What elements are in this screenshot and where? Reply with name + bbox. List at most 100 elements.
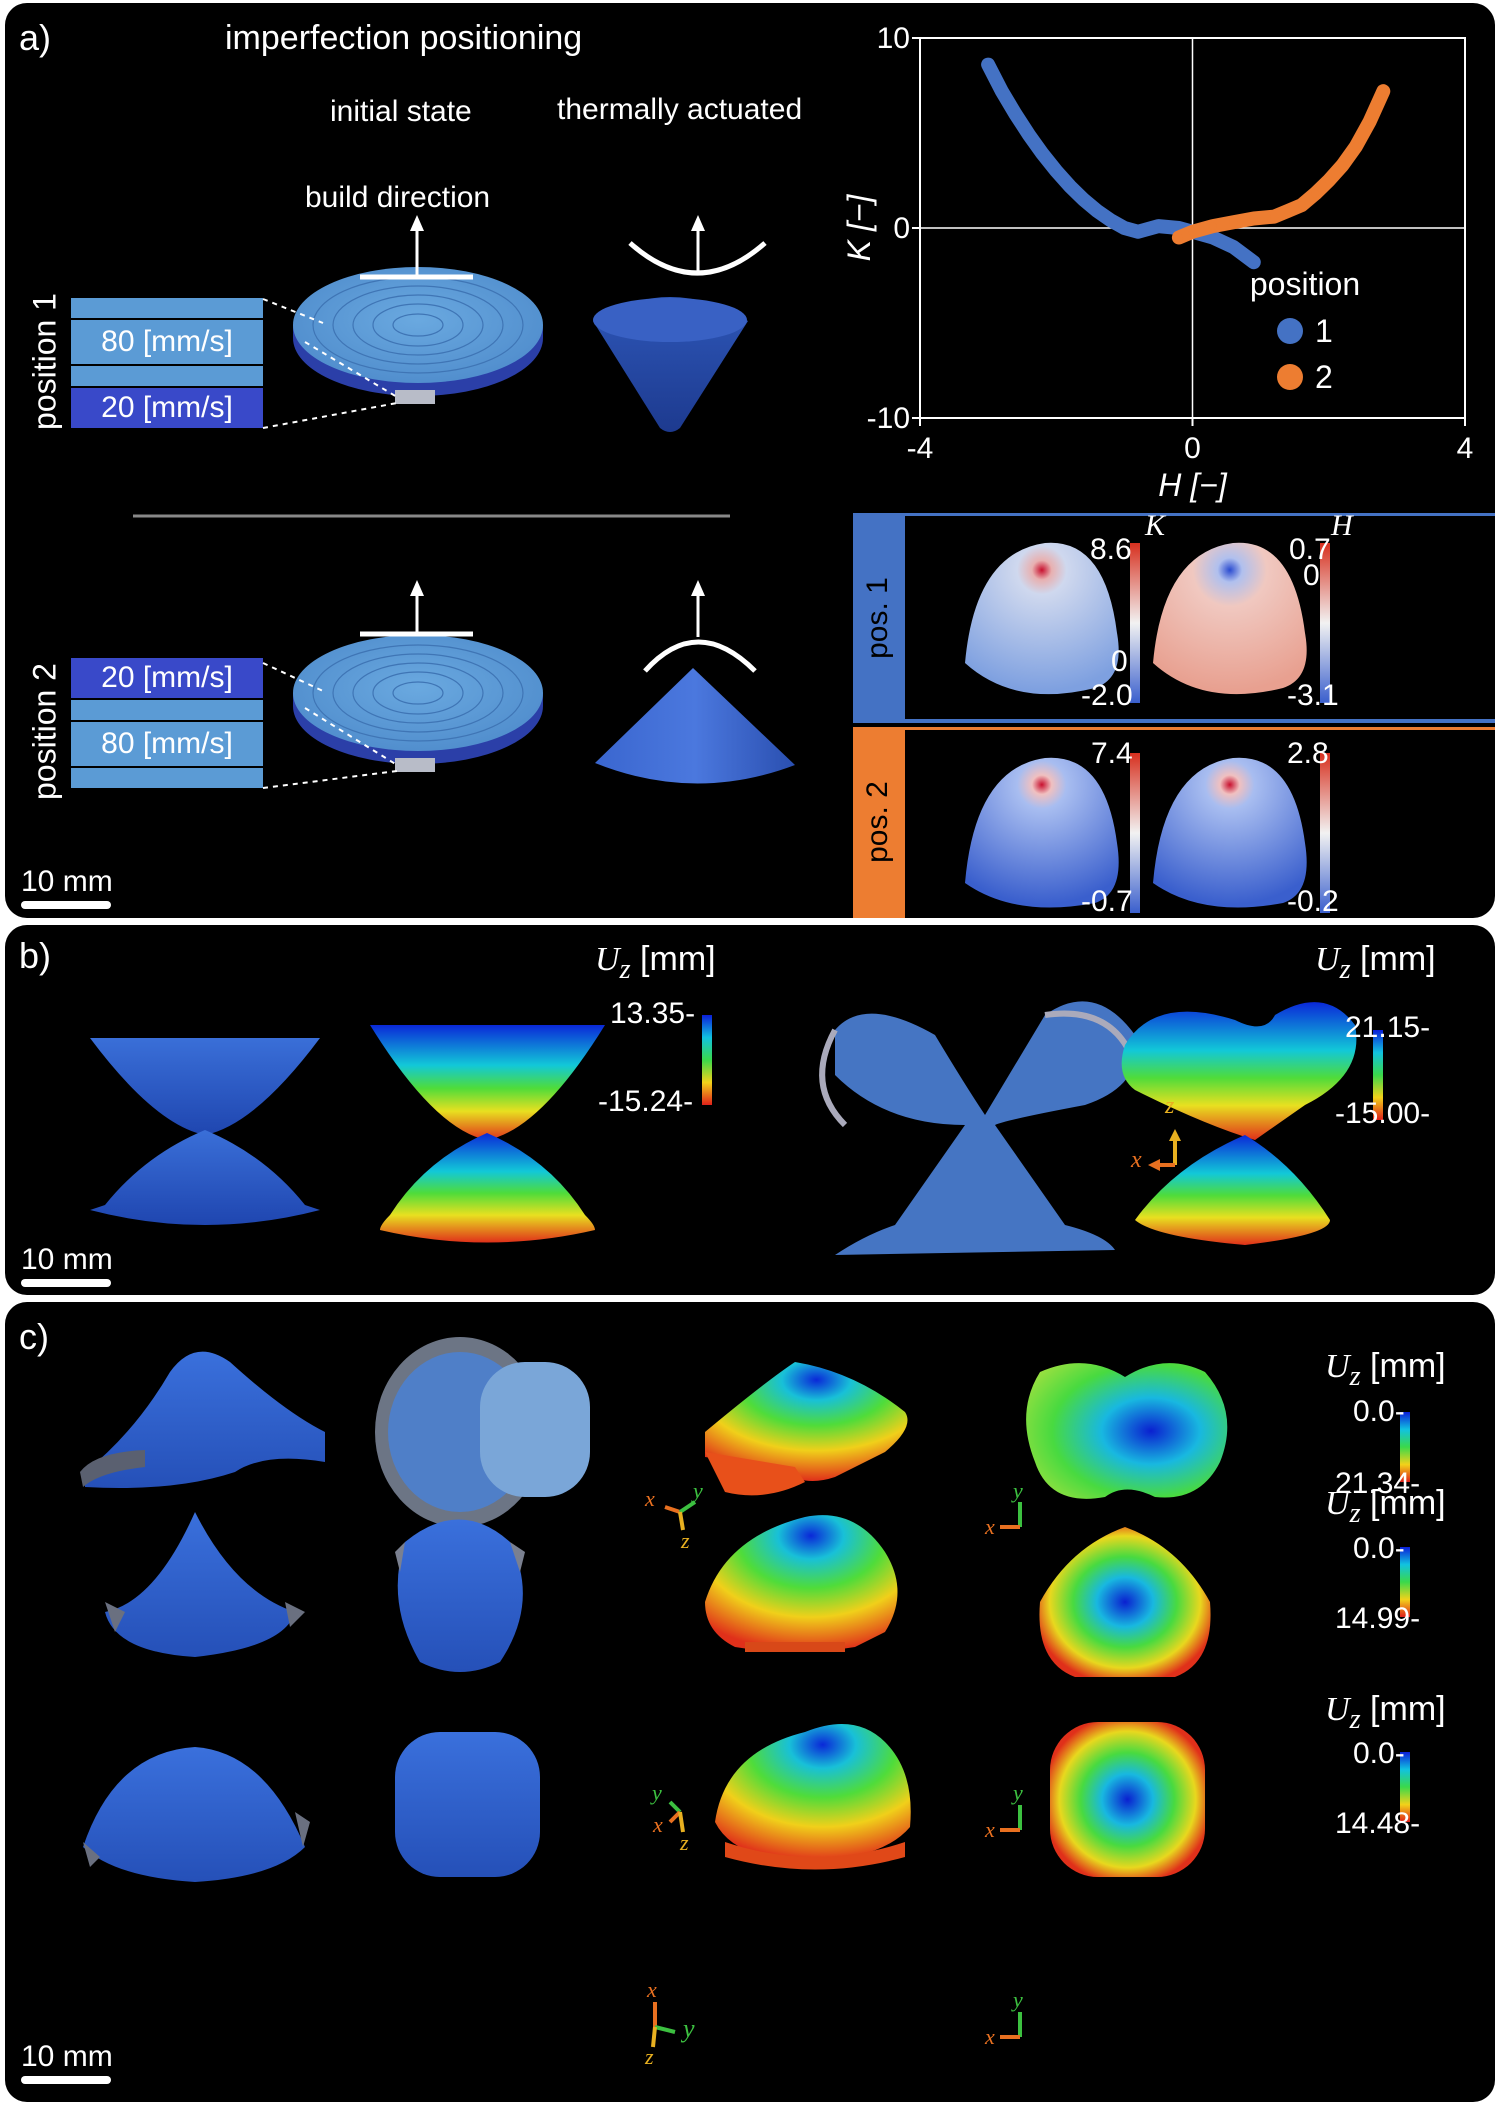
panel-b-uz-left: Uz [mm]	[595, 940, 716, 985]
cone-pos2	[595, 668, 795, 784]
c1-side-y: y	[693, 1478, 703, 1503]
panel-c-row3-top: 0.0-	[1353, 1737, 1405, 1770]
x-tick-label: 4	[1457, 432, 1474, 465]
series-2-point	[1229, 218, 1238, 227]
pos2-k-min: -0.7	[1081, 885, 1133, 918]
panel-c-scale-label: 10 mm	[21, 2040, 113, 2073]
c1-side-x: x	[645, 1486, 655, 1511]
pos1-h-zero: 0	[1303, 559, 1320, 592]
pos1-k-min: -2.0	[1081, 679, 1133, 712]
pos1-k-label: K	[1145, 509, 1166, 542]
series-1-point	[1093, 206, 1102, 215]
series-1-point	[1065, 182, 1074, 191]
series-1-point	[1134, 227, 1142, 236]
panel-b-scale-bar	[21, 1279, 111, 1287]
c1-side-z: z	[681, 1528, 690, 1553]
panel-b-illustrations	[90, 1001, 1383, 1255]
series-2-band	[1171, 84, 1391, 245]
curvature-maps: pos. 1 pos. 2	[853, 509, 1495, 918]
kh-scatter-chart: -4 0 4 10 0 -10 H [−] K [−] position 1 2	[841, 22, 1474, 503]
panel-b-left-max: 13.35-	[610, 997, 696, 1030]
panel-a-scale-label: 10 mm	[21, 865, 113, 898]
panel-b-axis-x: x	[1131, 1147, 1142, 1173]
row1-sim-side	[705, 1362, 908, 1496]
row3-photo-top	[395, 1732, 540, 1877]
series-2-point	[1338, 161, 1347, 170]
panel-a-label: a)	[19, 17, 52, 58]
row1-photo-side	[80, 1351, 325, 1488]
panel-b-uz-right-unit: [mm]	[1360, 940, 1436, 978]
series-2-point	[1249, 214, 1258, 223]
axis-triad-b	[1148, 1129, 1181, 1171]
pos2-h-max: 2.8	[1287, 737, 1329, 770]
panel-c: c)	[5, 1302, 1495, 2102]
panel-b-uz-left-unit: [mm]	[640, 940, 716, 978]
legend-label-1: 1	[1315, 313, 1333, 349]
series-1-point	[1052, 167, 1061, 175]
c2-side-z: z	[680, 1830, 689, 1855]
series-2-point	[1283, 206, 1292, 215]
cone-pos1	[593, 297, 748, 432]
pos1-h-min: -3.1	[1287, 679, 1339, 712]
pos1-h-label: H	[1331, 509, 1353, 542]
row2-photo-side	[105, 1512, 305, 1657]
series-2-point	[1311, 189, 1320, 198]
c2-top-x: x	[985, 1817, 995, 1842]
panel-c-scale-bar	[21, 2076, 111, 2084]
c3-side-x: x	[647, 1977, 657, 2002]
legend-marker-1	[1277, 318, 1303, 344]
axis-triad-c2-side	[668, 1800, 685, 1833]
pos1-tag: pos. 1	[861, 577, 894, 659]
panel-c-row1-top: 0.0-	[1353, 1395, 1405, 1428]
panel-a-title: imperfection positioning	[225, 19, 583, 57]
legend-title: position	[1250, 266, 1360, 302]
panel-b-uz-right: Uz [mm]	[1315, 940, 1436, 985]
twisted-photo	[819, 1001, 1138, 1255]
panel-b-axis-z: z	[1165, 1093, 1175, 1119]
series-2-point	[1379, 87, 1388, 96]
series-2-point	[1365, 117, 1374, 126]
pos2-k-max: 7.4	[1091, 737, 1133, 770]
c3-side-z: z	[645, 2044, 654, 2069]
panel-c-row3-bottom: 14.48-	[1335, 1807, 1421, 1840]
row3-sim-dome	[715, 1724, 911, 1870]
pos1-k-max: 8.6	[1090, 533, 1132, 566]
y-tick-label: 10	[877, 22, 910, 55]
c3-side-y: y	[683, 2014, 695, 2043]
c2-side-x: x	[653, 1812, 663, 1837]
series-1-point	[1079, 195, 1088, 204]
y-tick-label: 0	[893, 212, 910, 245]
pos1-bottom-speed: 20 [mm/s]	[71, 388, 263, 428]
y-tick-label: -10	[867, 402, 910, 435]
panel-a-scale-bar	[21, 901, 111, 909]
panel-c-label: c)	[19, 1316, 49, 1357]
c3-top-x: x	[985, 2024, 995, 2049]
panel-b-left-min: -15.24-	[598, 1085, 694, 1118]
panel-b: b)	[5, 925, 1495, 1295]
disc-pos1	[293, 267, 543, 404]
series-1-point	[1249, 258, 1258, 267]
hourglass-photo	[90, 1038, 320, 1225]
axis-triad-c1-side	[664, 1500, 697, 1531]
panel-c-row2-top: 0.0-	[1353, 1532, 1405, 1565]
disc-pos2	[293, 635, 543, 772]
series-2-point	[1270, 212, 1279, 221]
series-2-point	[1352, 142, 1360, 151]
c1-top-y: y	[1013, 1478, 1023, 1503]
curvature-map-shapes	[965, 542, 1330, 913]
c3-top-y: y	[1013, 1987, 1023, 2012]
axis-triad-c2-top	[1000, 1805, 1022, 1832]
pos1-tag-bar	[853, 513, 905, 723]
panel-c-uz-row2: Uz [mm]	[1325, 1484, 1446, 1529]
col-thermally-actuated: thermally actuated	[557, 93, 803, 126]
pos1-k-zero: 0	[1111, 645, 1128, 678]
series-2-point	[1324, 176, 1333, 185]
panel-c-uz-row3: Uz [mm]	[1325, 1690, 1446, 1735]
x-tick-label: 0	[1184, 432, 1201, 465]
panel-b-right-max: 21.15-	[1345, 1011, 1431, 1044]
legend-marker-2	[1277, 364, 1303, 390]
row2-sim-dome	[705, 1515, 898, 1652]
panel-a-illustrations	[133, 215, 795, 789]
row1-sim-top	[1026, 1363, 1228, 1499]
row1-photo-top	[375, 1337, 590, 1527]
